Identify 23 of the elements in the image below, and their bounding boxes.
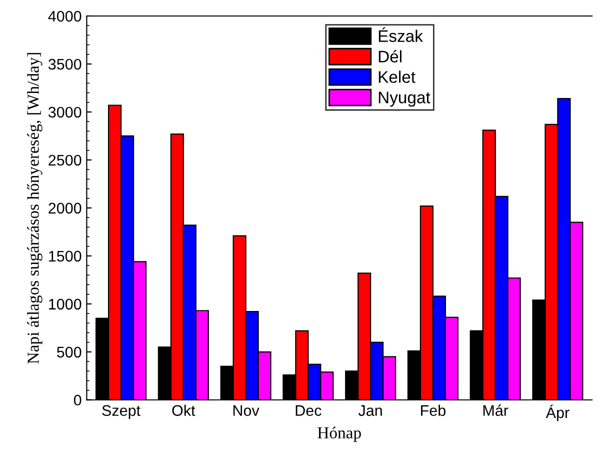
x-tick-label: Már: [483, 404, 508, 416]
x-tick-label: Szept: [102, 405, 140, 419]
legend-label: Észak: [378, 27, 423, 42]
legend-label: Dél: [378, 50, 402, 62]
y-tick-label: 0: [74, 394, 82, 406]
y-tick-label: 2500: [48, 154, 82, 166]
y-tick-label: 3500: [48, 58, 82, 70]
y-tick-label: 2000: [48, 202, 82, 214]
legend-label: Nyugat: [378, 92, 430, 107]
y-tick-label: 4000: [48, 10, 82, 22]
x-tick-label: Nov: [233, 405, 260, 416]
y-tick-label: 500: [56, 346, 82, 358]
x-tick-label: Jan: [358, 405, 382, 416]
x-tick-label: Okt: [172, 404, 196, 416]
y-tick-label: 3000: [48, 106, 82, 118]
y-tick-label: 1500: [49, 250, 82, 262]
x-tick-label: Dec: [296, 405, 322, 416]
y-tick-label: 1000: [49, 298, 82, 310]
y-axis-title: Napi átlagos sugárzásos hőnyereség, [Wh/day]: [27, 52, 42, 364]
x-tick-label: Ápr: [546, 404, 570, 422]
x-tick-label: Feb: [421, 404, 446, 416]
legend-label: Kelet: [378, 70, 416, 83]
x-axis-title: Hónap: [318, 426, 361, 442]
